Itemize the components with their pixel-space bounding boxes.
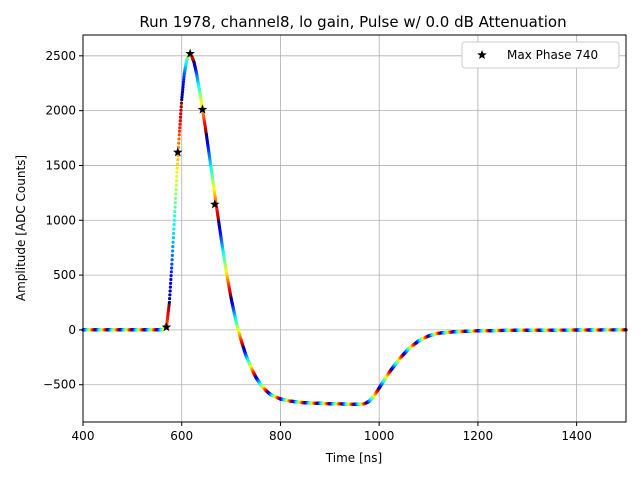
curve-point	[170, 249, 175, 253]
curve-point	[175, 166, 179, 170]
curve-point	[169, 270, 173, 274]
x-tick-label: 800	[269, 429, 292, 443]
y-tick-label: 1000	[45, 213, 76, 227]
max-phase-star	[185, 48, 195, 58]
curve-point	[172, 218, 176, 222]
curve-point	[179, 105, 183, 109]
curve-point	[173, 201, 177, 205]
curve-point	[178, 119, 182, 123]
curve-point	[171, 244, 175, 249]
curve-point	[168, 285, 172, 289]
curve-point	[181, 88, 185, 92]
max-phase-star	[173, 147, 183, 157]
curve-point	[174, 187, 178, 192]
legend-box	[461, 41, 620, 69]
curve-point	[177, 133, 181, 137]
curve-point	[178, 126, 182, 130]
curve-point	[179, 108, 183, 112]
legend-label: Max Phase 740	[507, 48, 598, 62]
curve-point	[170, 258, 174, 262]
max-phase-star	[210, 199, 220, 209]
curve-point	[173, 205, 177, 209]
curve-point	[177, 137, 181, 141]
y-axis: −500 0 500 1000 1500 2000 2500	[43, 49, 83, 392]
grid	[83, 35, 626, 422]
curve-point	[181, 85, 185, 89]
curve-point	[175, 170, 179, 174]
curve-point	[180, 93, 184, 97]
curve-point	[178, 115, 183, 119]
y-tick-label: 2000	[45, 104, 76, 118]
y-tick-label: 0	[68, 323, 76, 337]
max-phase-star	[197, 104, 208, 114]
curve-point	[171, 240, 175, 244]
curve-point	[174, 183, 178, 187]
curve-point	[174, 192, 178, 196]
y-tick-label: 1500	[45, 158, 76, 172]
curve-point	[168, 289, 172, 293]
curve-point	[171, 231, 176, 236]
y-tick-label: −500	[43, 378, 76, 392]
x-axis-label: Time [ns]	[325, 451, 382, 465]
curve-point	[175, 162, 180, 166]
x-tick-label: 1400	[561, 429, 592, 443]
x-tick-label: 1200	[463, 429, 494, 443]
chart-title: Run 1978, channel8, lo gain, Pulse w/ 0.…	[139, 13, 566, 31]
plot-frame	[82, 34, 627, 423]
x-tick-label: 600	[170, 429, 193, 443]
curve-point	[170, 266, 174, 270]
legend-star-marker	[477, 50, 487, 60]
curve-point	[174, 179, 179, 183]
curve-point	[167, 300, 171, 305]
x-axis: 400 600 800 1000 1200 1400	[72, 422, 592, 443]
curve-point	[172, 223, 176, 227]
curve-point	[170, 262, 174, 266]
curve-point	[172, 214, 177, 218]
curve-point	[179, 112, 183, 116]
curve-point	[176, 158, 180, 162]
y-axis-label: Amplitude [ADC Counts]	[14, 155, 28, 301]
curve-point	[182, 77, 186, 82]
max-phase-star	[161, 322, 172, 332]
curve-point	[169, 274, 173, 278]
curve-point	[171, 236, 175, 240]
curve-point	[181, 82, 185, 87]
curve-point	[181, 80, 186, 84]
curve-point	[172, 227, 176, 231]
curve-point	[180, 95, 184, 99]
curve-point	[178, 122, 182, 126]
x-tick-label: 1000	[364, 429, 395, 443]
curve-point	[173, 209, 177, 214]
curve-point	[175, 174, 179, 179]
curve-point	[177, 129, 182, 133]
curve-point	[180, 90, 185, 94]
curve-point	[170, 253, 174, 257]
legend: Max Phase 740	[461, 41, 620, 69]
y-tick-label: 500	[53, 268, 76, 282]
series-max-phase	[161, 48, 220, 332]
curve-point	[179, 101, 184, 105]
curve-point	[168, 293, 172, 297]
curve-point	[169, 281, 173, 285]
x-tick-label: 400	[72, 429, 95, 443]
curve-point	[173, 196, 178, 200]
series-curve	[81, 53, 628, 406]
y-tick-label: 2500	[45, 49, 76, 63]
curve-point	[169, 277, 173, 282]
curve-point	[168, 297, 172, 301]
curve-point	[180, 98, 184, 102]
curve-point	[177, 141, 181, 145]
curve-point	[182, 75, 186, 79]
